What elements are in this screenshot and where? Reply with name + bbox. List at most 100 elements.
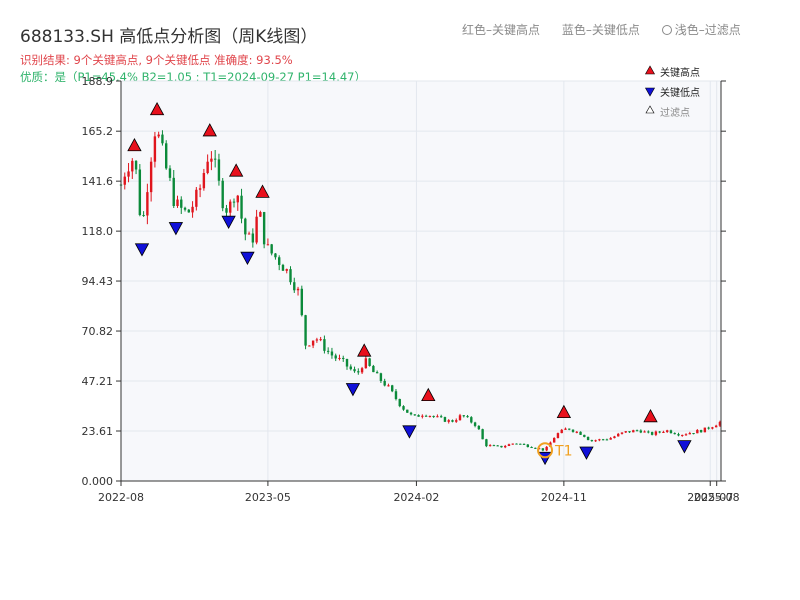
- candle-body: [357, 371, 360, 373]
- key-high-marker: [357, 343, 372, 357]
- candle-body: [530, 447, 533, 449]
- candle-body: [210, 158, 213, 162]
- candle-body: [504, 445, 507, 448]
- key-low-marker: [402, 425, 417, 439]
- candle-body: [142, 214, 145, 216]
- legend-low-icon: [644, 87, 656, 97]
- candle-body: [372, 365, 375, 373]
- candle-body: [421, 415, 424, 417]
- y-tick-label: 165.2: [82, 125, 114, 138]
- axes: 188.9 165.2 141.6 118.0 94.43 70.82 47.21 23.61…: [82, 75, 740, 504]
- key-low-marker: [134, 243, 150, 257]
- key-high-marker: [127, 137, 142, 152]
- candle-body: [394, 391, 398, 400]
- candle-body: [714, 425, 718, 428]
- candle-body: [718, 421, 722, 426]
- candle-body: [552, 438, 556, 443]
- key-high-marker: [556, 404, 572, 418]
- candle-body: [650, 432, 654, 435]
- candle-body: [296, 288, 300, 291]
- candle-body: [583, 434, 586, 437]
- key-high-marker: [421, 387, 436, 402]
- candle-body: [598, 439, 601, 441]
- key-high-marker: [255, 184, 270, 198]
- key-high-marker: [643, 408, 658, 423]
- candle-body: [492, 445, 496, 447]
- candle-body: [639, 430, 643, 433]
- candle-body: [515, 443, 518, 445]
- key-low-marker: [677, 440, 692, 454]
- candle-body: [447, 420, 450, 422]
- candle-body: [575, 431, 578, 433]
- candle-body: [658, 431, 661, 433]
- candle-body: [692, 433, 695, 435]
- candle-body: [534, 447, 537, 449]
- candle-body: [402, 406, 405, 410]
- candle-body: [334, 355, 337, 359]
- candle-body: [590, 440, 594, 442]
- candle-body: [213, 158, 217, 160]
- candle-body: [409, 412, 413, 415]
- candle-body: [662, 431, 665, 433]
- candle-body: [413, 414, 417, 416]
- candle-body: [187, 209, 191, 213]
- candle-body: [586, 436, 590, 441]
- x-tick-label: 2024-02: [393, 491, 439, 504]
- candle-body: [293, 282, 296, 291]
- candle-body: [436, 416, 439, 418]
- candle-body: [545, 446, 548, 451]
- chart-title: 688133.SH 高低点分析图（周K线图）: [20, 27, 318, 47]
- t1-label: T1: [554, 443, 572, 459]
- candle-body: [507, 444, 511, 446]
- candle-body: [462, 415, 465, 417]
- candle-body: [217, 159, 221, 181]
- candle-body: [398, 399, 401, 407]
- candle-body: [251, 233, 255, 243]
- candle-body: [176, 199, 179, 206]
- candle-body: [278, 257, 281, 265]
- candle-body: [511, 443, 514, 445]
- candle-body: [696, 430, 699, 434]
- candle-body: [157, 134, 160, 137]
- candle-body: [134, 160, 138, 170]
- candle-body: [635, 430, 639, 432]
- legend-grey-filtered: 浅色–过滤点: [661, 23, 741, 37]
- candle-body: [259, 212, 262, 217]
- candle-body: [270, 244, 273, 254]
- candle-body: [364, 358, 368, 369]
- candle-body: [707, 427, 710, 429]
- legend-high-icon: [644, 65, 656, 75]
- candle-body: [236, 195, 239, 203]
- candle-body: [443, 417, 447, 422]
- key-high-marker: [202, 123, 217, 137]
- key-low-marker: [221, 215, 236, 230]
- candle-body: [304, 315, 307, 346]
- candle-body: [191, 206, 194, 213]
- candle-body: [488, 445, 492, 447]
- legend-blue-low: 蓝色–关键低点: [561, 23, 640, 37]
- candle-body: [485, 439, 488, 447]
- x-tick-label: 2024-11: [541, 491, 587, 504]
- key-low-marker: [579, 446, 594, 460]
- candle-body: [477, 425, 481, 430]
- candle-body: [628, 431, 631, 433]
- key-high-marker: [149, 101, 165, 116]
- candle-body: [375, 372, 379, 374]
- candle-body: [613, 436, 616, 439]
- key-low-marker: [345, 383, 361, 397]
- candle-body: [149, 161, 153, 193]
- candle-body: [560, 429, 563, 434]
- candle-body: [481, 429, 484, 440]
- y-tick-label: 47.21: [82, 375, 114, 388]
- candle-body: [247, 233, 251, 235]
- candle-body: [326, 350, 330, 352]
- candle-body: [439, 416, 443, 418]
- candle-body: [165, 143, 168, 169]
- candle-body: [500, 445, 503, 448]
- candle-body: [455, 420, 458, 422]
- candle-body: [432, 415, 435, 417]
- candle-body: [579, 431, 582, 435]
- candle-body: [665, 430, 669, 432]
- candle-body: [571, 429, 575, 432]
